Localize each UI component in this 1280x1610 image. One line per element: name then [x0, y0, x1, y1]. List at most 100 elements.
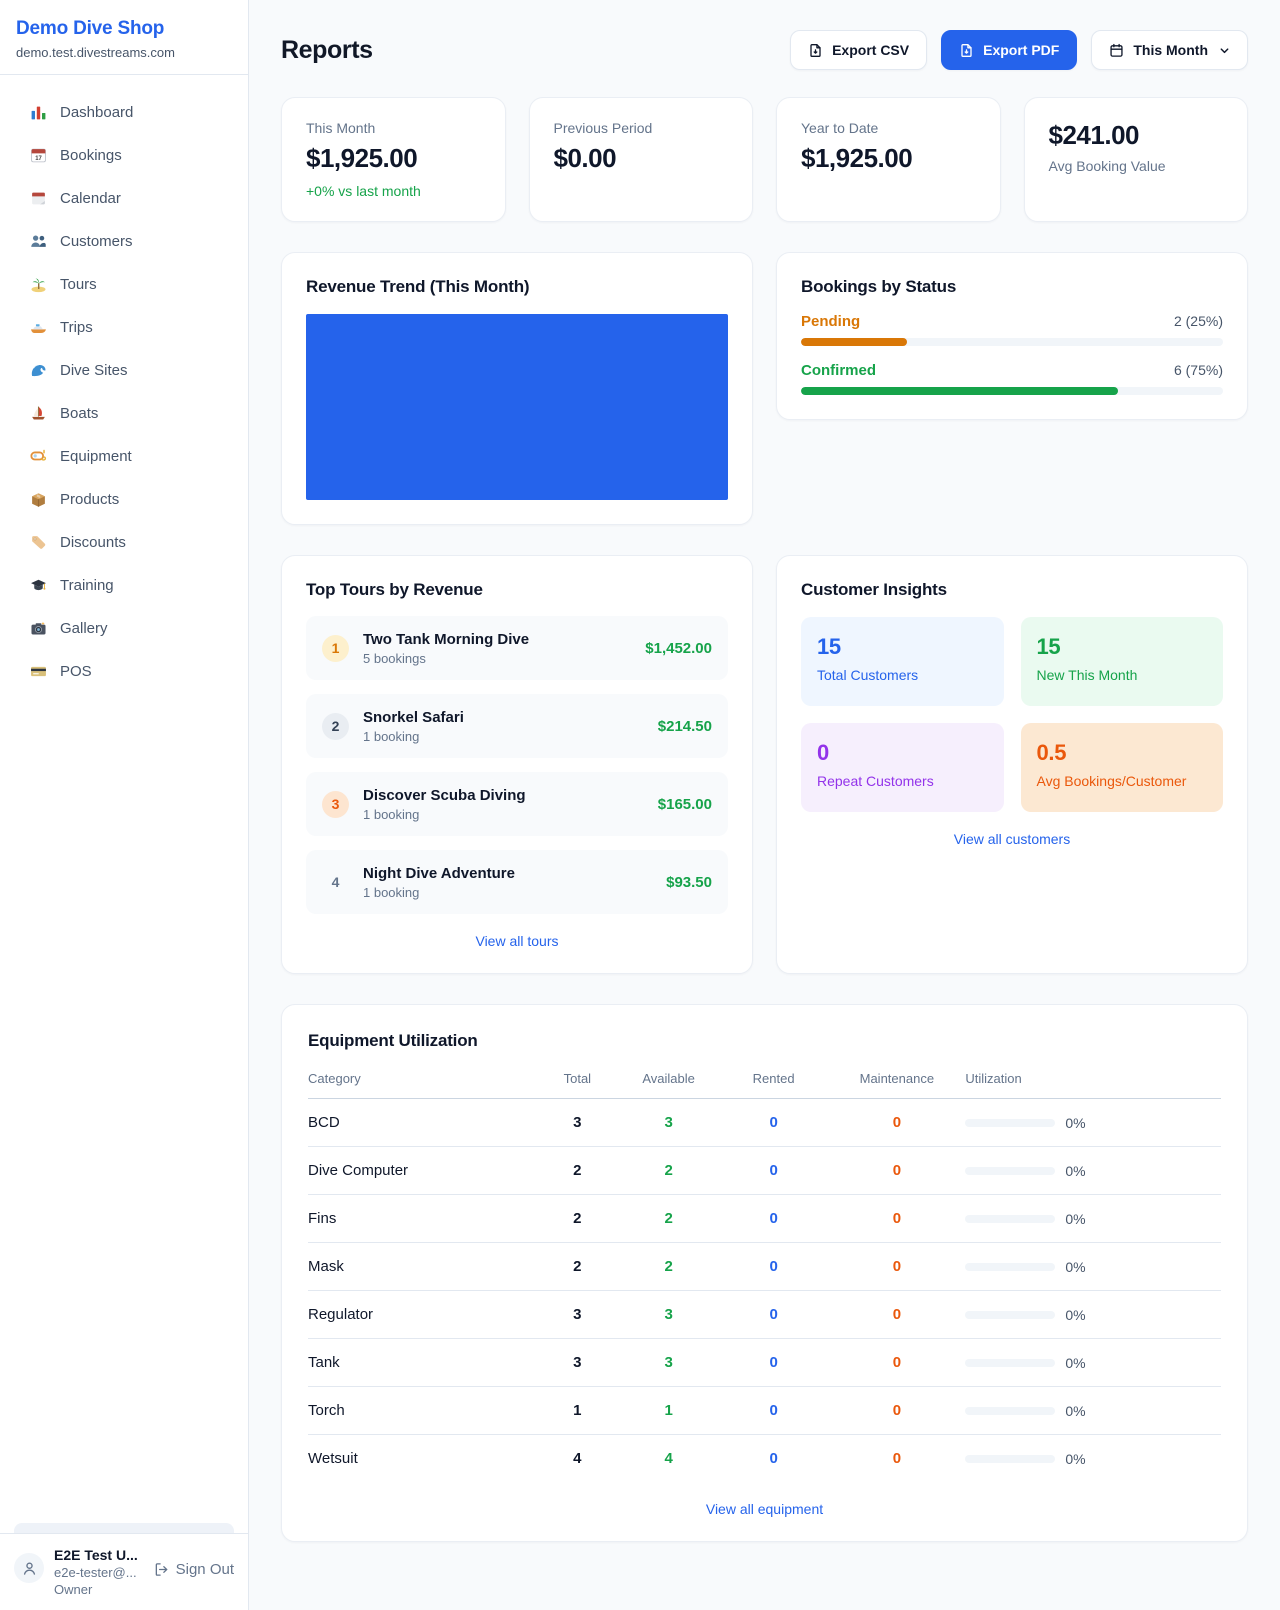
table-row: Regulator 3 3 0 0 0%	[308, 1290, 1221, 1339]
column-header: Total	[536, 1071, 619, 1099]
stat-label: Previous Period	[553, 120, 653, 136]
tour-item: 4 Night Dive Adventure 1 booking $93.50	[306, 850, 728, 914]
insight-value: 15	[817, 634, 841, 659]
customer-insights-title: Customer Insights	[801, 580, 947, 599]
tour-bookings: 1 booking	[363, 806, 420, 822]
tour-revenue: $165.00	[657, 795, 712, 813]
status-label: Confirmed	[801, 362, 876, 379]
user-email: e2e-tester@...	[54, 1565, 137, 1580]
stat-label: Year to Date	[801, 120, 879, 136]
insight-grid: 15 Total Customers 15 New This Month 0 R…	[801, 617, 1223, 812]
sidebar-item-label: Training	[60, 577, 114, 594]
page-title: Reports	[281, 35, 373, 64]
view-all-customers-link[interactable]: View all customers	[953, 831, 1071, 847]
sidebar-item-gallery[interactable]: Gallery	[14, 611, 234, 646]
sidebar-item-training[interactable]: Training	[14, 568, 234, 603]
view-all-equipment-link[interactable]: View all equipment	[705, 1501, 824, 1517]
sidebar-item-tours[interactable]: Tours	[14, 267, 234, 302]
tour-name: Discover Scuba Diving	[363, 786, 526, 804]
insight-tile-total-customers: 15 Total Customers	[801, 617, 1004, 706]
top-tours-title: Top Tours by Revenue	[306, 580, 483, 599]
insight-tile-new-this-month: 15 New This Month	[1020, 617, 1223, 706]
column-header: Available	[618, 1071, 719, 1099]
tour-bookings: 5 bookings	[363, 650, 426, 666]
person-icon	[23, 1561, 35, 1575]
sign-out-button[interactable]: Sign Out	[154, 1561, 234, 1578]
user-meta: E2E Test U... e2e-tester@... Owner	[54, 1547, 144, 1597]
status-progress-track	[801, 387, 1223, 395]
export-pdf-button[interactable]: Export PDF	[941, 30, 1078, 70]
status-progress-fill	[801, 387, 1118, 395]
stat-card-previous-period: Previous Period $0.00	[528, 97, 753, 222]
people-icon	[30, 233, 47, 250]
stat-value: $241.00	[1048, 120, 1140, 150]
user-name: E2E Test U...	[54, 1547, 138, 1563]
sidebar-item-label: Dashboard	[60, 104, 134, 121]
sidebar-item-boats[interactable]: Boats	[14, 396, 234, 431]
utilization-bar	[965, 1358, 1056, 1367]
insight-value: 0.5	[1036, 740, 1067, 765]
camera-icon	[30, 620, 47, 637]
stat-value: $1,925.00	[306, 143, 418, 173]
column-header: Utilization	[965, 1071, 1221, 1099]
rank-badge: 3	[322, 790, 349, 818]
stat-card-this-month: This Month $1,925.00 +0% vs last month	[281, 97, 506, 222]
table-row: Tank 3 3 0 0 0%	[308, 1338, 1221, 1387]
sidebar-item-equipment[interactable]: Equipment	[14, 439, 234, 474]
sidebar-item-label: Bookings	[60, 147, 122, 164]
insight-label: Repeat Customers	[817, 773, 934, 789]
status-count: 6 (75%)	[1173, 362, 1223, 378]
user-panel: E2E Test U... e2e-tester@... Owner Sign …	[0, 1533, 248, 1610]
top-tours-card: Top Tours by Revenue 1 Two Tank Morning …	[281, 555, 753, 974]
nav-active-sliver	[14, 1523, 234, 1533]
speedboat-icon	[30, 319, 47, 336]
credit-card-icon	[30, 663, 47, 680]
grad-cap-icon	[30, 577, 47, 594]
view-all-tours-link[interactable]: View all tours	[475, 933, 559, 949]
package-icon	[30, 491, 47, 508]
table-row: Mask 2 2 0 0 0%	[308, 1242, 1221, 1291]
table-row: Fins 2 2 0 0 0%	[308, 1194, 1221, 1243]
rank-badge: 4	[331, 874, 340, 890]
equipment-table: Category Total Available Rented Maintena…	[308, 1071, 1221, 1482]
tour-revenue: $93.50	[666, 873, 712, 891]
column-header: Maintenance	[828, 1071, 966, 1099]
period-dropdown[interactable]: This Month	[1091, 30, 1248, 70]
rank-badge: 1	[322, 634, 349, 662]
insight-label: Total Customers	[817, 667, 919, 683]
page-header: Reports Export CSV Export PDF This Month	[281, 30, 1248, 70]
sidebar-item-pos[interactable]: POS	[14, 654, 234, 689]
sidebar-item-trips[interactable]: Trips	[14, 310, 234, 345]
stat-label: Avg Booking Value	[1048, 158, 1166, 174]
insight-tile-repeat-customers: 0 Repeat Customers	[801, 723, 1004, 812]
status-row-pending: Pending 2 (25%)	[801, 313, 1223, 346]
sidebar-item-customers[interactable]: Customers	[14, 224, 234, 259]
equipment-utilization-card: Equipment Utilization Category Total Ava…	[281, 1004, 1248, 1542]
utilization-bar	[965, 1310, 1056, 1319]
insight-label: New This Month	[1036, 667, 1138, 683]
tour-name: Snorkel Safari	[363, 708, 464, 726]
sidebar-item-discounts[interactable]: Discounts	[14, 525, 234, 560]
tour-item: 1 Two Tank Morning Dive 5 bookings $1,45…	[306, 616, 728, 680]
column-header: Rented	[718, 1071, 829, 1099]
sidebar-item-dive-sites[interactable]: Dive Sites	[14, 353, 234, 388]
header-actions: Export CSV Export PDF This Month	[790, 30, 1248, 70]
sidebar-item-label: Gallery	[60, 620, 108, 637]
tour-name: Night Dive Adventure	[363, 864, 515, 882]
table-row: Wetsuit 4 4 0 0 0%	[308, 1450, 1086, 1467]
sidebar-item-bookings[interactable]: 17 Bookings	[14, 138, 234, 173]
avatar	[14, 1553, 44, 1583]
sidebar-item-label: Discounts	[60, 534, 126, 551]
tear-calendar-icon	[30, 190, 47, 207]
shop-domain: demo.test.divestreams.com	[16, 45, 175, 60]
sidebar-item-products[interactable]: Products	[14, 482, 234, 517]
palm-island-icon	[30, 276, 47, 293]
table-row: BCD 3 3 0 0 0%	[308, 1098, 1221, 1147]
sidebar: Demo Dive Shop demo.test.divestreams.com…	[0, 0, 249, 1610]
tag-icon	[30, 534, 47, 551]
customer-insights-card: Customer Insights 15 Total Customers 15 …	[776, 555, 1248, 974]
bookings-by-status-title: Bookings by Status	[801, 277, 957, 296]
export-csv-button[interactable]: Export CSV	[790, 30, 928, 70]
sidebar-item-dashboard[interactable]: Dashboard	[14, 95, 234, 130]
sidebar-item-calendar[interactable]: Calendar	[14, 181, 234, 216]
